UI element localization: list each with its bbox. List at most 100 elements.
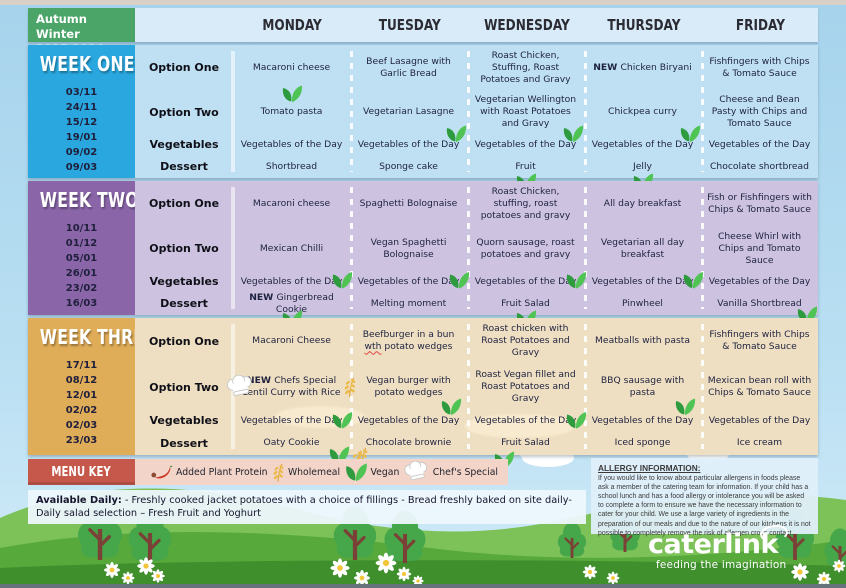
week-date: 08/12 — [65, 375, 98, 386]
week1-thursday-option_two-cell: Chickpea curry — [584, 90, 701, 143]
logo-name: caterlink — [648, 529, 778, 560]
column-divider-dashed — [701, 324, 704, 449]
week-two-section: WEEK TWO 10/11 01/12 05/01 26/01 23/02 16/03 Op… — [28, 181, 818, 327]
week-date: 10/11 — [65, 223, 98, 234]
menu-item-text: Vegetables of the Day — [240, 414, 343, 426]
menu-item-text: Vegetables of the Day — [357, 138, 460, 150]
menu-item-text: Vegetarian all day breakfast — [600, 236, 685, 260]
week3-thursday-vegetables-cell: Vegetables of the Day — [584, 398, 701, 432]
week3-friday-vegetables-cell: Vegetables of the Day — [701, 410, 818, 432]
week-three-section: WEEK THREE 17/11 08/12 12/01 02/02 02/03 23/03… — [28, 318, 818, 471]
menu-key-title-label: MENU KEY — [51, 464, 112, 480]
menu-item-text: Vegan Spaghetti Bolognaise — [370, 236, 447, 260]
column-divider — [231, 187, 235, 309]
week-date: 03/11 — [65, 87, 98, 98]
row-label-option_one: Option One — [148, 61, 220, 75]
week1-monday-vegetables-cell: Vegetables of the Day — [233, 134, 350, 155]
logo-tagline: feeding the imagination — [656, 559, 787, 571]
menu-item-text: Chocolate shortbread — [709, 160, 810, 172]
column-divider-dashed — [350, 187, 353, 309]
column-divider-dashed — [584, 187, 587, 309]
menu-item-text: Vegetables of the Day — [474, 275, 577, 287]
season-title-box: Autumn Winter 2025 2026 — [28, 8, 135, 56]
week-date: 23/02 — [65, 283, 98, 294]
menu-item-text: NEW Chefs Special Lentil Curry with Rice — [242, 375, 341, 399]
menu-item-text: Vanilla Shortbread — [717, 297, 802, 309]
allergy-info-body: If you would like to know about particul… — [598, 475, 811, 537]
menu-item-text: Fishfingers with Chips & Tomato Sauce — [709, 55, 810, 79]
week2-monday-option_two-cell: Mexican Chilli — [233, 227, 350, 271]
menu-key-item: Vegan — [344, 462, 399, 482]
week-date: 24/11 — [65, 102, 98, 113]
week2-friday-option_one-cell: Fish or Fishfingers with Chips & Tomato … — [701, 181, 818, 227]
week-three-label-box: WEEK THREE 17/11 08/12 12/01 02/02 02/03 23/03 — [28, 318, 156, 455]
row-label-option_two: Option Two — [149, 380, 219, 394]
column-divider — [231, 51, 235, 172]
menu-item-text: BBQ sausage with pasta — [600, 375, 685, 399]
menu-item-text: Spaghetti Bolognaise — [359, 197, 458, 209]
week3-tuesday-option_one-cell: Beefburger in a bun wth potato wedges — [350, 318, 467, 365]
menu-item-text: Jelly — [633, 160, 652, 172]
menu-item-text: Mexican bean roll with Chips & Tomato Sa… — [707, 375, 812, 399]
week-three-title: WEEK THREE — [39, 325, 156, 349]
week3-wednesday-dessert-cell: Fruit Salad — [467, 432, 584, 468]
allergy-info-title: ALLERGY INFORMATION: — [598, 463, 701, 473]
menu-key-item: Added Plant Protein — [149, 464, 268, 481]
menu-item-text: Vegetables of the Day — [708, 275, 811, 287]
week-date: 01/12 — [65, 238, 98, 249]
day-label: MONDAY — [262, 16, 323, 34]
menu-item-text: Vegetables of the Day — [240, 275, 343, 287]
cloud-decoration — [465, 414, 575, 438]
wholemeal-wheat-icon — [271, 462, 285, 483]
week3-thursday-option_two-cell: BBQ sausage with pasta — [584, 365, 701, 410]
menu-key-item-label: Wholemeal — [287, 466, 341, 478]
week-date: 17/11 — [65, 360, 98, 371]
week-two-label-box: WEEK TWO 10/11 01/12 05/01 26/01 23/02 16/03 — [28, 181, 139, 315]
day-label: WEDNESDAY — [483, 16, 570, 34]
day-header-row: MONDAY TUESDAY WEDNESDAY THURSDAY FRIDAY — [135, 8, 818, 42]
menu-item-text: Vegan burger with potato wedges — [366, 375, 451, 399]
week-two-grid: Option One Option Two Vegetables Dessert Mac… — [135, 181, 818, 327]
week3-wednesday-option_one-cell: Roast chicken with Roast Potatoes and Gr… — [467, 318, 584, 365]
week-three-grid: Option One Option Two Vegetables Dessert Mac… — [135, 318, 818, 471]
week1-friday-option_one-cell: Fishfingers with Chips & Tomato Sauce — [701, 45, 818, 90]
menu-item-text: Vegetables of the Day — [357, 275, 460, 287]
menu-item-text: Fruit — [515, 160, 536, 172]
week-date: 09/02 — [65, 147, 98, 158]
menu-item-text: Roast Vegan fillet and Roast Potatoes an… — [475, 369, 576, 405]
week-two-title: WEEK TWO — [39, 188, 139, 212]
menu-item-text: NEW Gingerbread Cookie — [249, 291, 334, 315]
menu-item-text: Vegetables of the Day — [240, 138, 343, 150]
week-one-dates: 03/11 24/11 15/12 19/01 09/02 09/03 — [28, 85, 135, 175]
row-label-dessert: Dessert — [160, 297, 208, 311]
day-label: THURSDAY — [606, 16, 681, 34]
menu-item-text: NEW Chicken Biryani — [593, 61, 692, 73]
menu-key-band: Added Plant Protein Wholemeal Vegan Chef's … — [135, 459, 508, 485]
window-top-edge — [0, 0, 846, 5]
row-label-vegetables: Vegetables — [149, 138, 219, 152]
week-date: 02/02 — [65, 405, 98, 416]
week1-thursday-dessert-cell: Jelly — [584, 155, 701, 190]
menu-item-text: Sponge cake — [379, 160, 438, 172]
menu-item-text: Cheese and Bean Pasty with Chips and Tom… — [711, 94, 808, 130]
menu-item-text: Roast chicken with Roast Potatoes and Gr… — [481, 323, 570, 359]
menu-item-text: Shortbread — [265, 160, 318, 172]
week1-thursday-vegetables-cell: Vegetables of the Day — [584, 134, 701, 155]
allergy-info-box: ALLERGY INFORMATION: If you would like t… — [591, 458, 818, 537]
week1-friday-option_two-cell: Cheese and Bean Pasty with Chips and Tom… — [701, 90, 818, 134]
menu-item-text: Vegetables of the Day — [591, 138, 694, 150]
row-label-option_one: Option One — [148, 197, 220, 211]
menu-item-text: Mexican Chilli — [259, 242, 324, 254]
menu-item-text: Cheese Whirl with Chips and Tomato Sauce — [717, 230, 802, 266]
week2-monday-option_one-cell: Macaroni cheese — [233, 181, 350, 227]
week2-tuesday-dessert-cell: Melting moment — [350, 292, 467, 315]
menu-key-item: Wholemeal — [271, 462, 340, 483]
caterlink-logo: caterlink feeding the imagination — [648, 523, 790, 571]
week-date: 09/03 — [65, 162, 98, 173]
menu-item-text: Vegetarian Wellington with Roast Potatoe… — [474, 94, 577, 130]
day-header-spacer — [135, 8, 233, 42]
menu-item-text: Macaroni cheese — [252, 61, 331, 73]
week2-friday-dessert-cell: Vanilla Shortbread — [701, 292, 818, 323]
season-line1: Autumn Winter — [36, 12, 87, 41]
row-label-option_two: Option Two — [149, 242, 219, 256]
